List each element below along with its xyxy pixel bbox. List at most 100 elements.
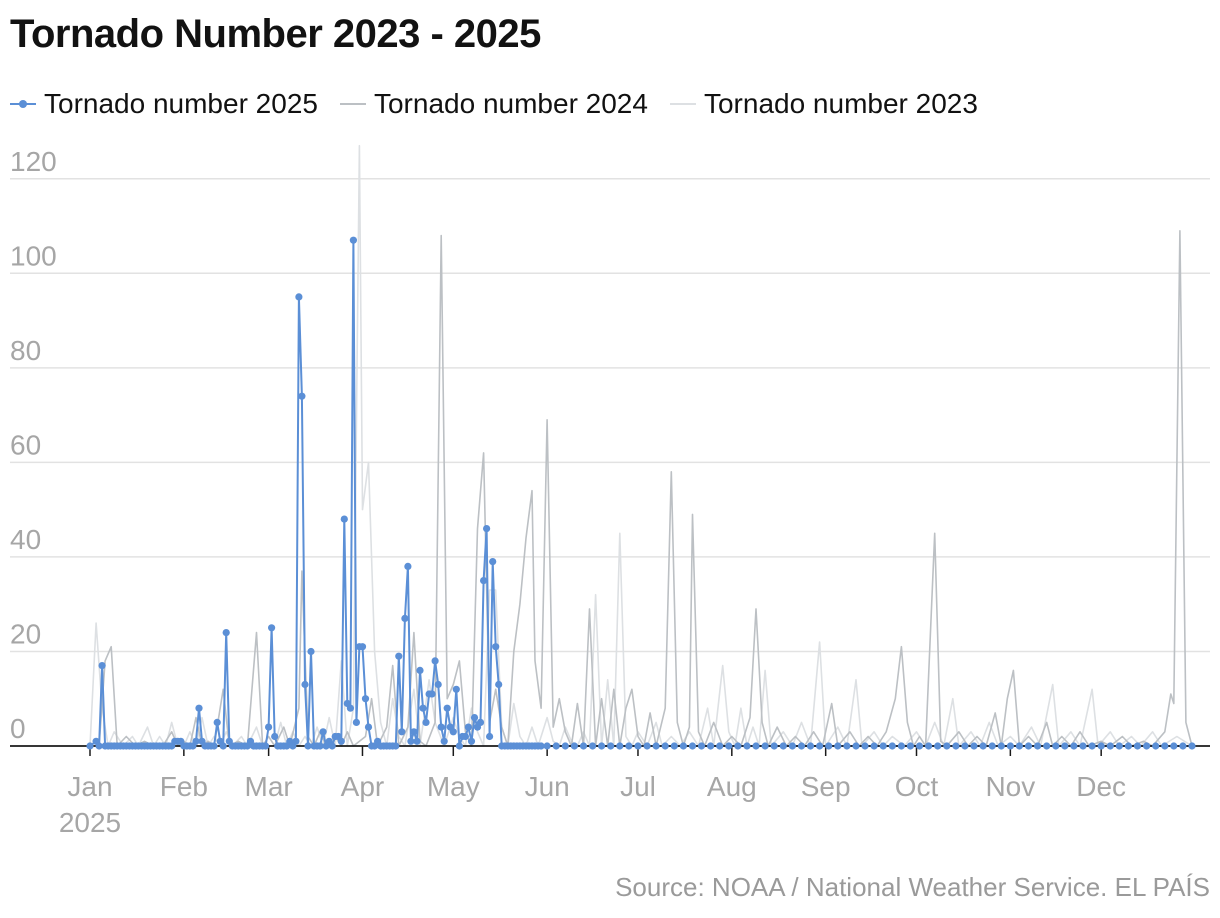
data-point-s2025-160 [643,742,651,750]
x-tick-label-Aug: Aug [707,771,757,802]
data-point-s2025-71 [304,742,312,750]
legend-swatch-2025 [10,97,36,111]
data-point-s2025-220 [1188,742,1196,750]
data-point-s2025-173 [761,742,769,750]
series-line-s2025 [89,239,1192,747]
legend-swatch-2023 [669,97,696,111]
data-point-s2025-197 [979,742,987,750]
data-point-s2025-105 [407,737,415,745]
data-point-s2025-165 [688,742,697,750]
data-point-s2025-41 [213,718,221,727]
data-point-s2025-87 [352,718,360,727]
data-point-s2025-196 [970,742,978,750]
data-point-s2025-168 [716,742,724,750]
data-point-s2025-198 [988,742,996,750]
data-point-s2025-40 [210,742,218,750]
data-point-s2025-192 [934,742,942,750]
data-point-s2025-209 [1088,742,1096,750]
data-point-s2025-150 [552,742,560,750]
data-point-s2025-161 [652,742,660,750]
data-point-s2025-149 [543,742,551,750]
data-point-s2025-123 [461,732,469,741]
data-point-s2025-59 [268,624,276,632]
series-markers [86,236,1196,750]
data-point-s2025-72 [307,647,315,656]
data-point-s2025-43 [219,742,227,750]
data-point-s2025-91 [364,723,373,731]
data-point-s2025-176 [788,742,797,750]
chart-title: Tornado Number 2023 - 2025 [10,12,541,56]
data-point-s2025-188 [897,742,906,750]
legend-item-2023[interactable]: Tornado number 2023 [669,88,978,120]
data-point-s2025-112 [428,690,436,698]
data-point-s2025-129 [480,577,488,585]
data-point-s2025-202 [1024,742,1033,750]
data-point-s2025-199 [997,742,1005,750]
legend-item-2025[interactable]: Tornado number 2025 [10,88,318,120]
data-point-s2025-200 [1006,742,1015,750]
data-point-s2025-213 [1124,742,1132,750]
legend-swatch-2024 [339,97,366,111]
data-point-s2025-107 [413,737,421,745]
data-point-s2025-207 [1070,742,1078,750]
data-point-s2025-186 [879,742,887,750]
data-point-s2025-67 [292,737,300,745]
data-point-s2025-204 [1043,742,1051,750]
data-point-s2025-44 [222,629,230,637]
data-point-s2025-106 [410,728,418,736]
x-tick-label-Dec: Dec [1076,771,1126,802]
data-point-s2025-210 [1097,742,1105,750]
data-point-s2025-163 [670,742,678,750]
x-tick-label-Jul: Jul [620,771,656,802]
data-point-s2025-157 [616,742,624,750]
y-tick-label-120: 120 [10,146,57,177]
data-point-s2025-182 [843,742,851,750]
data-point-s2025-175 [779,742,787,750]
data-point-s2025-195 [961,742,969,750]
data-point-s2025-179 [816,742,824,750]
data-point-s2025-120 [452,685,460,693]
data-point-s2025-130 [483,525,491,533]
data-point-s2025-193 [943,742,951,750]
data-point-s2025-85 [346,704,354,712]
data-point-s2025-191 [925,742,933,750]
data-point-s2025-128 [476,718,485,727]
tornado-line-chart: 0 20 40 60 80 100 120 Jan 2025 Feb Mar Apr May Jun Ju… [10,144,1210,838]
data-point-s2025-153 [579,742,588,750]
data-point-s2025-190 [915,742,924,750]
data-point-s2025-166 [697,742,706,750]
x-tick-label-Apr: Apr [341,771,385,802]
data-point-s2025-217 [1161,742,1169,750]
data-point-s2025-133 [492,643,500,651]
source-note: Source: NOAA / National Weather Service.… [615,872,1210,902]
y-tick-label-0: 0 [10,713,26,744]
data-point-s2025-154 [589,742,597,750]
y-tick-label-60: 60 [10,429,41,460]
x-tick-label-Jun: Jun [525,771,570,802]
data-point-s2025-184 [861,742,869,750]
data-point-s2025-117 [443,704,451,712]
data-point-s2025-159 [634,742,642,750]
data-point-s2025-113 [431,657,439,665]
data-point-s2025-109 [419,704,427,712]
x-tick-label-Jan: Jan [67,771,112,802]
data-point-s2025-211 [1106,742,1114,750]
data-point-s2025-90 [361,695,370,703]
data-point-s2025-114 [434,680,442,689]
data-point-s2025-115 [437,723,445,731]
data-point-s2025-180 [825,742,833,750]
legend-item-2024[interactable]: Tornado number 2024 [339,88,648,120]
data-point-s2025-189 [906,742,915,750]
data-point-s2025-2 [95,742,103,750]
data-point-s2025-124 [464,723,472,731]
data-point-s2025-215 [1143,742,1151,750]
data-point-s2025-201 [1015,742,1024,750]
data-point-s2025-131 [486,732,494,741]
y-tick-label-100: 100 [10,240,57,271]
data-point-s2025-155 [598,742,606,750]
data-point-s2025-126 [470,714,479,722]
y-tick-label-20: 20 [10,618,41,649]
data-point-s2025-58 [265,723,273,731]
data-point-s2025-110 [422,718,430,727]
data-point-s2025-174 [770,742,778,750]
